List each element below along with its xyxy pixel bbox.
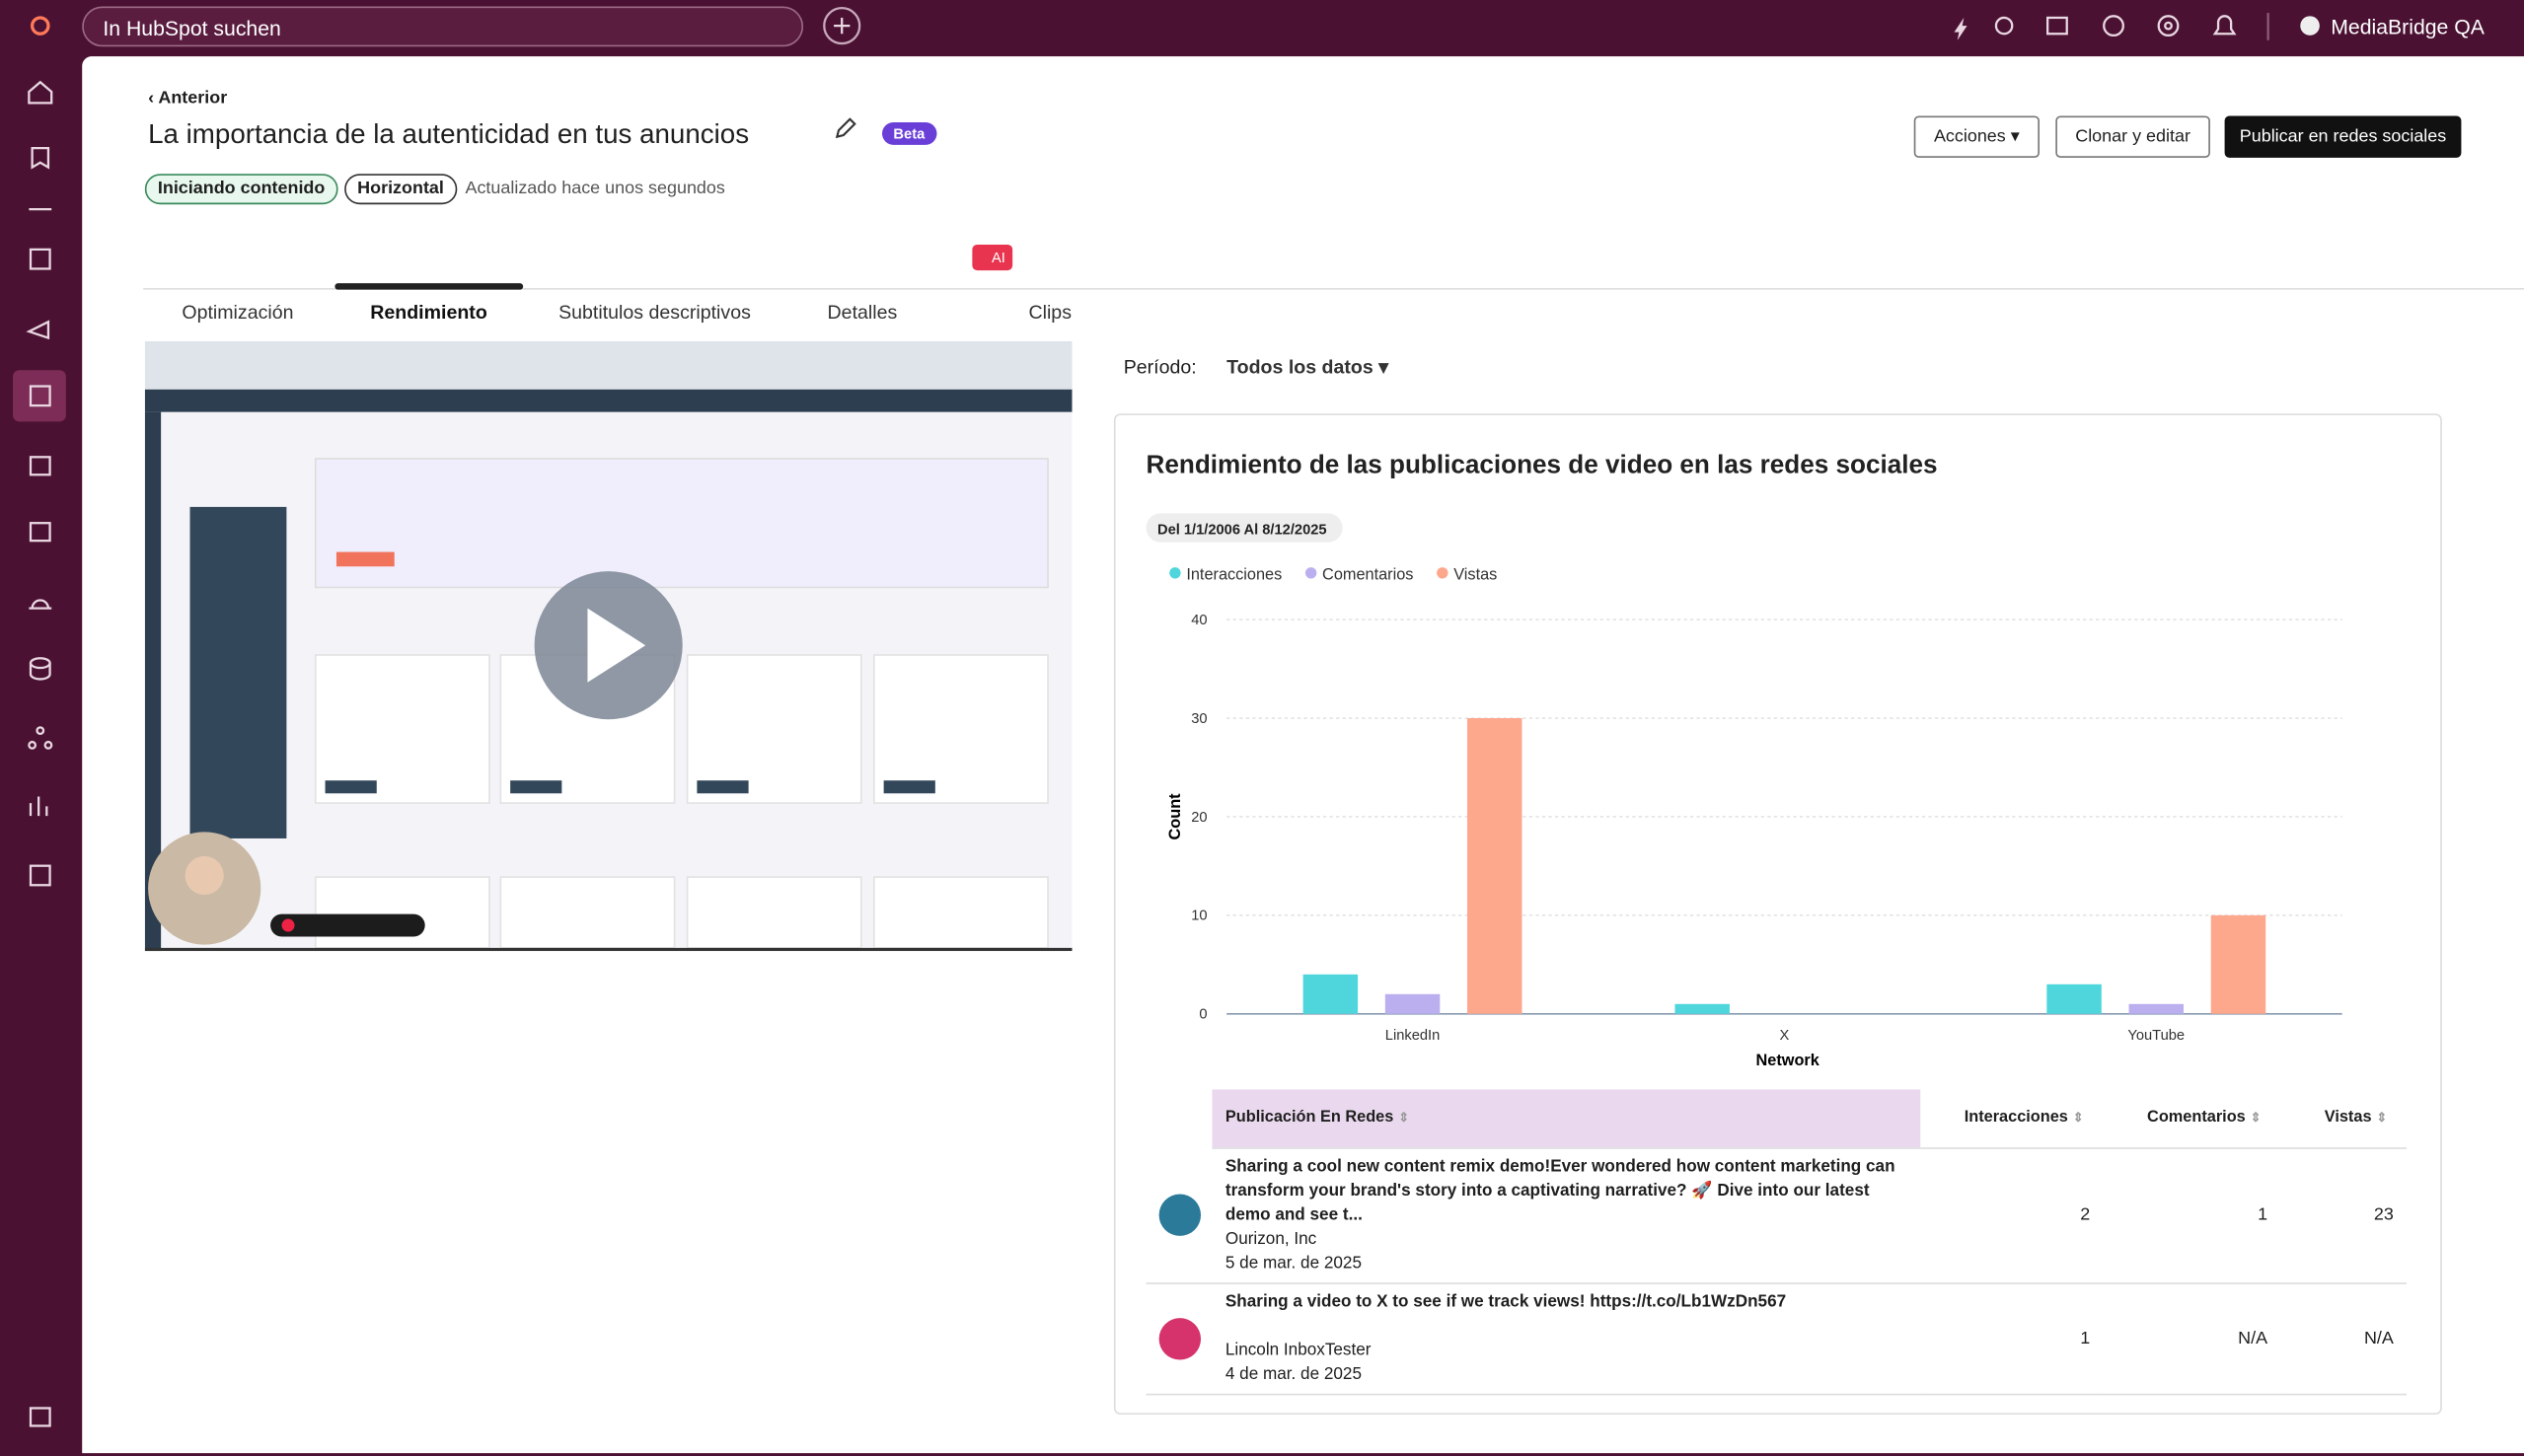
column-title[interactable]: Interacciones xyxy=(1964,1109,2068,1128)
publish-button[interactable]: Publicar en redes sociales xyxy=(2224,115,2462,158)
avatar-cell xyxy=(1147,1147,1213,1282)
table: Publicación En Redes ⇕ Interacciones ⇕ Comen… xyxy=(1146,1089,2407,1394)
metric-cell: 1 xyxy=(2258,1204,2268,1225)
legend-label: Vistas xyxy=(1453,565,1497,583)
bar xyxy=(1674,1003,1730,1014)
x-tick-label: X xyxy=(1780,1028,1790,1044)
active-tab-indicator xyxy=(334,283,524,290)
tab[interactable]: Rendimiento xyxy=(370,301,487,324)
x-tick-label: YouTube xyxy=(2127,1028,2185,1044)
edit-icon[interactable] xyxy=(834,117,856,140)
actions-label[interactable]: Acciones xyxy=(1933,126,2006,147)
beta-badge: Beta xyxy=(882,121,936,145)
period-label: Período: xyxy=(1123,355,1197,379)
page-title: La importancia de la autenticidad en tus… xyxy=(148,118,750,150)
column-header[interactable]: Publicación En Redes ⇕ xyxy=(1212,1089,1921,1149)
account-name[interactable]: MediaBridge QA xyxy=(2331,14,2485,39)
search-box[interactable]: In HubSpot suchen xyxy=(82,6,804,47)
column-header[interactable]: Comentarios ⇕ xyxy=(2103,1089,2281,1149)
y-tick-label: 20 xyxy=(1191,810,1207,826)
legend-swatch xyxy=(1437,567,1448,579)
avatar-cell xyxy=(1147,1282,1213,1394)
post-account: Lincoln InboxTester xyxy=(1225,1340,1372,1359)
post-account: Ourizon, Inc xyxy=(1225,1228,1317,1249)
legend-swatch xyxy=(1169,567,1181,579)
legend-label: Comentarios xyxy=(1322,565,1413,583)
avatar-header xyxy=(1147,1089,1213,1147)
bar xyxy=(1302,974,1359,1014)
bar xyxy=(1384,993,1441,1014)
header-row: Publicación En Redes ⇕ Interacciones ⇕ Comen… xyxy=(1147,1089,2407,1149)
subtitle-pill xyxy=(1146,513,1343,543)
y-tick-label: 0 xyxy=(1199,1007,1207,1023)
column-title[interactable]: Publicación En Redes xyxy=(1225,1109,1394,1128)
x-axis-title: Network xyxy=(1756,1052,1820,1069)
video-player[interactable] xyxy=(144,340,1073,952)
post-cell: Sharing a cool new content remix demo!Ev… xyxy=(1213,1147,1921,1282)
tab[interactable]: Clips xyxy=(1028,301,1072,324)
metric-cell: 1 xyxy=(2080,1328,2091,1348)
column-title[interactable]: Vistas xyxy=(2324,1109,2372,1128)
column-header[interactable]: Vistas ⇕ xyxy=(2280,1089,2407,1149)
period-value[interactable]: Todos los datos xyxy=(1226,355,1373,379)
posts-table: Publicación En Redes ⇕ Interacciones ⇕ Comen… xyxy=(1146,1089,2407,1394)
report-card xyxy=(1113,413,2442,1416)
bar xyxy=(1467,718,1522,1014)
legend-label: Interacciones xyxy=(1186,565,1282,583)
table-row: Sharing a video to X to see if we track … xyxy=(1146,1282,2407,1394)
y-tick-label: 40 xyxy=(1191,613,1207,628)
ai-badge[interactable]: AI xyxy=(972,244,1012,271)
main-panel: ‹ Anterior La importancia de la autentic… xyxy=(82,56,2524,1454)
sort-icon[interactable]: ⇕ xyxy=(1398,1111,1410,1126)
sort-icon[interactable]: ⇕ xyxy=(2376,1111,2388,1126)
column-title[interactable]: Comentarios xyxy=(2147,1109,2246,1128)
avatar xyxy=(1158,1194,1202,1236)
status-tag: Iniciando contenido xyxy=(144,174,338,205)
metric-cell: 2 xyxy=(2080,1204,2091,1225)
updated-text: Actualizado hace unos segundos xyxy=(465,179,725,198)
period-select[interactable]: Todos los datos ▾ xyxy=(1226,355,1389,379)
bar xyxy=(2210,914,2266,1014)
back-link[interactable]: ‹ Anterior xyxy=(148,88,228,109)
avatar xyxy=(1158,1317,1202,1359)
column-header[interactable]: Interacciones ⇕ xyxy=(1920,1089,2104,1149)
y-axis-title: Count xyxy=(1166,793,1184,840)
tab[interactable]: Optimización xyxy=(182,301,294,324)
back-text[interactable]: Anterior xyxy=(158,88,228,109)
sort-icon[interactable]: ⇕ xyxy=(2072,1111,2084,1126)
table-row: Sharing a cool new content remix demo!Ev… xyxy=(1146,1147,2407,1283)
tab[interactable]: Detalles xyxy=(827,301,898,324)
bar xyxy=(2046,983,2102,1014)
metric-cell: N/A xyxy=(2363,1328,2394,1348)
chart-subtitle: Del 1/1/2006 Al 8/12/2025 xyxy=(1157,523,1327,539)
sort-icon[interactable]: ⇕ xyxy=(2250,1111,2262,1126)
post-date: 4 de mar. de 2025 xyxy=(1225,1363,1362,1384)
post-text[interactable]: Sharing a video to X to see if we track … xyxy=(1225,1291,1787,1311)
metric-cell: N/A xyxy=(2238,1328,2268,1348)
clone-button[interactable]: Clonar y editar xyxy=(2055,115,2210,158)
x-tick-label: LinkedIn xyxy=(1385,1028,1440,1044)
y-tick-label: 10 xyxy=(1191,909,1207,924)
post-date: 5 de mar. de 2025 xyxy=(1225,1253,1362,1273)
post-cell: Sharing a video to X to see if we track … xyxy=(1213,1282,1921,1394)
format-tag: Horizontal xyxy=(344,174,457,205)
metric-cell: 23 xyxy=(2373,1204,2394,1225)
post-text[interactable]: Sharing a cool new content remix demo!Ev… xyxy=(1225,1156,1895,1224)
tab[interactable]: Subtitulos descriptivos xyxy=(558,301,751,324)
y-tick-label: 30 xyxy=(1191,711,1207,727)
chart-title: Rendimiento de las publicaciones de vide… xyxy=(1147,450,1938,479)
chart: Rendimiento de las publicaciones de vide… xyxy=(1146,450,2342,1069)
bar xyxy=(2128,1003,2184,1014)
tabs-divider xyxy=(143,288,2524,290)
legend-swatch xyxy=(1304,567,1317,579)
actions-button[interactable]: Acciones ▾ xyxy=(1913,115,2040,158)
